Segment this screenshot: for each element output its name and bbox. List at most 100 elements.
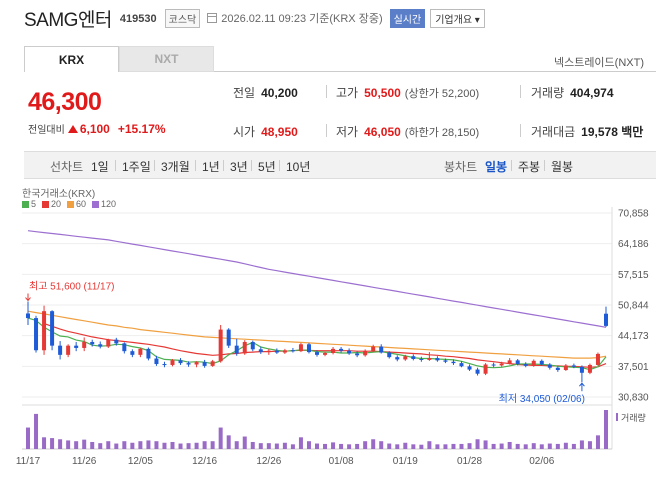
candle-weekly[interactable]: 주봉 (518, 160, 541, 174)
low-annotation: 최저 34,050 (02/06) (499, 393, 585, 405)
candle-body (298, 344, 303, 352)
volume-bar (274, 443, 279, 449)
period-10y[interactable]: 10년 (286, 160, 311, 174)
candle-body (218, 329, 223, 362)
low-arrowhead (579, 382, 585, 387)
company-overview-dropdown[interactable]: 기업개요 ▾ (430, 8, 485, 28)
nextrade-link[interactable]: 넥스트레이드(NXT) (553, 57, 644, 69)
volume-bar (499, 443, 504, 449)
tab-krx[interactable]: KRX (24, 46, 119, 72)
volume-bar (210, 441, 215, 449)
period-3y[interactable]: 3년 (230, 160, 248, 174)
x-tick-label: 01/19 (393, 456, 418, 467)
volume-bar (483, 440, 488, 449)
volume-bar (226, 435, 231, 449)
volume-bar (82, 439, 87, 449)
volume-bar (42, 437, 47, 449)
candle-body (427, 358, 432, 360)
candle-body (539, 360, 544, 365)
candle-body (258, 349, 263, 353)
volume-bar (531, 443, 536, 449)
volume-bar (395, 444, 400, 449)
volume-bar (26, 427, 30, 449)
candle-body (507, 360, 512, 364)
candle-body (467, 366, 472, 370)
chart-title: 한국거래소(KRX) (22, 189, 96, 200)
volume-bar (379, 441, 384, 449)
x-tick-label: 12/26 (256, 456, 281, 467)
volume-bar (507, 441, 512, 449)
period-5y[interactable]: 5년 (258, 160, 276, 174)
volume-bar (58, 439, 63, 449)
candle-body (483, 364, 488, 374)
stat-high-value: 50,500 (364, 85, 401, 100)
candle-body (202, 362, 207, 366)
volume-bar (250, 441, 255, 449)
candle-body (34, 318, 39, 351)
volume-bar (234, 441, 239, 449)
volume-bar (202, 441, 207, 449)
candle-body (531, 360, 536, 366)
period-1d[interactable]: 1일 (91, 160, 109, 174)
candle-daily[interactable]: 일봉 (485, 160, 508, 174)
volume-bar (563, 442, 568, 449)
volume-bar (50, 438, 55, 449)
candle-body (315, 352, 319, 355)
stat-open: 시가 48,950 (233, 123, 298, 140)
volume-bar (571, 443, 576, 449)
stock-header: SAMG엔터 419530 코스닥 2026.02.11 09:23 기준(KR… (0, 0, 670, 36)
y-tick-label: 30,830 (618, 393, 649, 404)
candle-body (210, 361, 215, 366)
legend-label: 120 (101, 199, 117, 209)
candle-body (266, 350, 271, 353)
separator (115, 160, 116, 171)
separator (251, 160, 252, 171)
volume-bar (523, 444, 528, 449)
period-3m[interactable]: 3개월 (161, 160, 190, 174)
volume-bar (547, 443, 552, 449)
volume-bar (419, 444, 424, 449)
stat-volume: 거래량 404,974 (531, 84, 614, 101)
tab-nxt[interactable]: NXT (119, 46, 214, 72)
stat-upper-limit: (상한가 52,200) (404, 87, 480, 100)
volume-bar (194, 442, 199, 449)
volume-bar (146, 440, 151, 449)
legend-label: 20 (51, 199, 62, 209)
volume-bar (459, 443, 464, 449)
stat-divider (520, 85, 521, 98)
candle-monthly[interactable]: 월봉 (551, 160, 574, 174)
market-badge: 코스닥 (164, 8, 201, 28)
candle-body (331, 348, 336, 354)
volume-bar (443, 444, 448, 449)
volume-bar (587, 441, 592, 449)
volume-bar (427, 441, 432, 449)
stock-code: 419530 (119, 13, 157, 25)
stat-open-label: 시가 (233, 125, 256, 139)
legend-swatch (42, 200, 50, 208)
volume-bar (315, 443, 319, 449)
candle-body (355, 353, 360, 356)
candle-body (170, 360, 175, 365)
candle-body (563, 365, 568, 371)
volume-bar (90, 441, 95, 449)
volume-bar (282, 442, 287, 449)
volume-bar (98, 443, 103, 449)
legend-swatch (92, 200, 100, 208)
candle-body (162, 364, 167, 366)
realtime-button[interactable]: 실시간 (389, 8, 426, 28)
period-1y[interactable]: 1년 (202, 160, 220, 174)
volume-bar (355, 443, 360, 449)
candle-body (459, 363, 464, 367)
ma-20-line (43, 323, 607, 368)
company-overview-label: 기업개요 (435, 14, 473, 26)
legend-ma5: 5 (22, 199, 36, 209)
legend-ma60: 60 (67, 199, 86, 209)
candle-body (154, 358, 159, 365)
candle-body (42, 311, 47, 351)
stat-prev: 전일 40,200 (233, 84, 298, 101)
volume-bar (34, 413, 39, 449)
period-1w[interactable]: 1주일 (122, 160, 151, 174)
candle-body (82, 341, 87, 348)
volume-bar (242, 436, 247, 449)
